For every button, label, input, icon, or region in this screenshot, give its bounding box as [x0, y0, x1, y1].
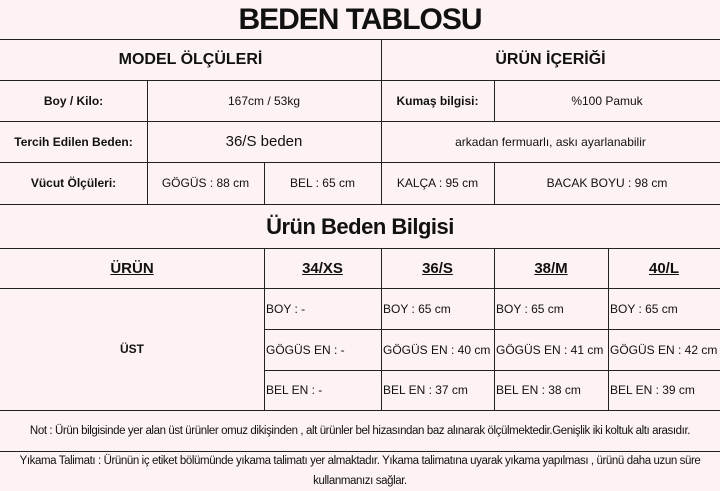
hip-measurement: KALÇA : 95 cm	[396, 176, 479, 190]
waist-measurement: BEL : 65 cm	[290, 176, 355, 190]
table-cell: BEL EN : -	[266, 383, 323, 397]
table-cell: BOY : 65 cm	[383, 301, 451, 316]
measurement-note: Not : Ürün bilgisinde yer alan üst ürünl…	[29, 424, 691, 437]
header-size-40l: 40/L	[648, 259, 679, 277]
product-name: ÜST	[120, 342, 144, 356]
preferred-size-value: 36/S beden	[225, 133, 303, 150]
product-detail: arkadan fermuarlı, askı ayarlanabilir	[455, 134, 646, 149]
divider	[494, 248, 495, 410]
divider	[0, 162, 720, 163]
divider	[0, 121, 720, 122]
divider	[0, 451, 720, 452]
leg-length-measurement: BACAK BOYU : 98 cm	[546, 176, 668, 190]
divider	[147, 80, 148, 204]
fabric-label: Kumaş bilgisi:	[396, 93, 479, 108]
size-table-title: Ürün Beden Bilgisi	[266, 214, 454, 239]
preferred-size-label: Tercih Edilen Beden:	[14, 134, 133, 149]
table-cell: BEL EN : 39 cm	[610, 383, 695, 397]
divider	[381, 39, 382, 204]
divider	[0, 410, 720, 411]
header-size-38m: 38/M	[534, 259, 568, 277]
divider	[381, 248, 382, 410]
divider	[494, 162, 495, 204]
height-weight-value: 167cm / 53kg	[227, 93, 301, 108]
product-content-heading: ÜRÜN İÇERİĞİ	[495, 50, 606, 68]
divider	[264, 370, 720, 371]
page-title: BEDEN TABLOSU	[238, 2, 482, 36]
chest-measurement: GÖGÜS : 88 cm	[161, 176, 250, 190]
model-measurements-heading: MODEL ÖLÇÜLERİ	[118, 50, 263, 68]
divider	[0, 39, 720, 40]
body-measurements-label: Vücut Ölçüleri:	[30, 176, 117, 190]
divider	[0, 80, 720, 81]
table-cell: BOY : 65 cm	[610, 301, 678, 316]
header-product: ÜRÜN	[110, 259, 154, 277]
height-weight-label: Boy / Kilo:	[43, 93, 104, 108]
table-cell: BEL EN : 38 cm	[496, 383, 581, 397]
divider	[0, 204, 720, 205]
divider	[494, 80, 495, 121]
table-cell: BOY : 65 cm	[496, 301, 564, 316]
table-cell: BOY : -	[266, 301, 306, 316]
divider	[264, 162, 265, 204]
table-cell: BEL EN : 37 cm	[383, 383, 468, 397]
table-cell: GÖGÜS EN : 40 cm	[383, 342, 491, 357]
header-size-36s: 36/S	[422, 259, 453, 277]
divider	[264, 248, 265, 410]
washing-instructions: Yıkama Talimatı : Ürünün iç etiket bölüm…	[19, 455, 701, 487]
divider	[264, 329, 720, 330]
table-cell: GÖGÜS EN : 41 cm	[496, 342, 604, 357]
table-cell: GÖGÜS EN : 42 cm	[610, 342, 718, 357]
divider	[0, 248, 720, 249]
divider	[0, 288, 720, 289]
divider	[608, 248, 609, 410]
table-cell: GÖGÜS EN : -	[266, 342, 345, 357]
header-size-34xs: 34/XS	[302, 259, 343, 277]
fabric-value: %100 Pamuk	[571, 93, 643, 108]
